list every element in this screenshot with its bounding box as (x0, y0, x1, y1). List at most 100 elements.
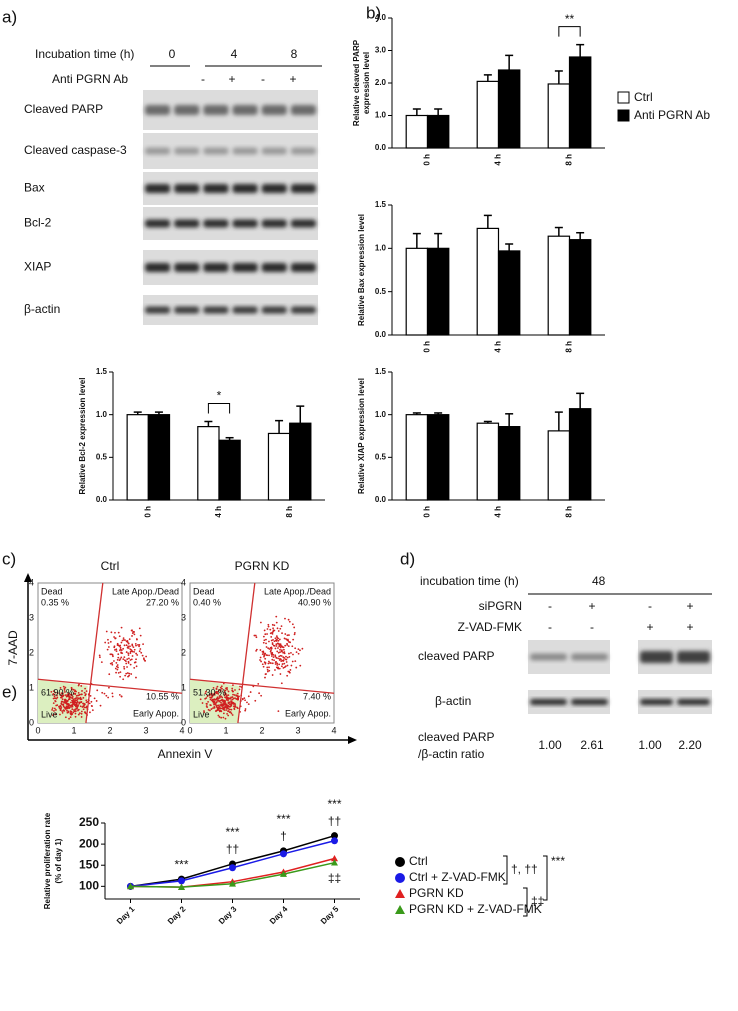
event-dot (115, 650, 118, 652)
event-dot (75, 702, 78, 704)
blot-band (640, 651, 673, 663)
event-dot (283, 662, 286, 665)
event-dot (220, 695, 222, 698)
x-tick-label: Day 5 (319, 904, 341, 926)
event-dot (222, 712, 225, 715)
event-dot (93, 697, 96, 700)
event-dot (231, 687, 234, 690)
event-dot (270, 647, 273, 650)
blot-band (203, 184, 229, 193)
event-dot (119, 646, 122, 649)
event-dot (217, 714, 220, 717)
event-dot (280, 665, 283, 668)
event-dot (210, 699, 213, 702)
event-dot (274, 663, 277, 665)
event-dot (231, 714, 234, 716)
event-dot (73, 690, 76, 693)
event-dot (255, 650, 257, 652)
event-dot (247, 703, 250, 706)
event-dot (215, 710, 217, 713)
event-dot (74, 697, 77, 700)
event-dot (219, 699, 222, 702)
label: 40.90 % (298, 597, 331, 607)
event-dot (60, 700, 63, 703)
event-dot (292, 638, 295, 641)
event-dot (51, 707, 54, 710)
y-tick-label: 3.0 (375, 46, 387, 55)
bar (405, 114, 429, 149)
event-dot (70, 701, 72, 704)
event-dot (230, 701, 233, 704)
event-dot (133, 633, 136, 636)
event-dot (67, 710, 70, 713)
header-label: Incubation time (h) (35, 47, 134, 61)
event-dot (230, 708, 233, 711)
event-dot (276, 662, 279, 665)
y-tick-label: 4 (29, 577, 34, 587)
event-dot (204, 692, 207, 695)
legend-swatch (617, 91, 630, 104)
event-dot (131, 655, 134, 657)
event-dot (288, 620, 291, 623)
event-dot (264, 676, 266, 679)
event-dot (59, 708, 62, 711)
time-label: 8 (291, 47, 298, 61)
event-dot (133, 666, 136, 669)
event-dot (258, 692, 261, 695)
event-dot (125, 651, 128, 653)
sign: + (588, 599, 595, 613)
event-dot (66, 709, 68, 712)
event-dot (62, 694, 65, 697)
event-dot (273, 624, 276, 627)
event-dot (117, 666, 119, 669)
event-dot (111, 654, 114, 656)
legend-swatch (617, 109, 630, 122)
x-tick-label: 8 h (565, 341, 574, 353)
event-dot (69, 716, 72, 719)
event-dot (68, 717, 70, 720)
blot-band (530, 699, 567, 705)
bar (405, 247, 429, 336)
x-tick-label: 8 h (565, 506, 574, 518)
event-dot (277, 651, 280, 654)
event-dot (274, 639, 277, 642)
event-dot (119, 644, 122, 647)
x-tick-label: Day 4 (268, 904, 290, 926)
event-dot (212, 686, 215, 689)
event-dot (112, 655, 114, 658)
marker (127, 882, 134, 890)
event-dot (224, 717, 227, 720)
y-tick-label: 1.0 (375, 243, 387, 252)
event-dot (56, 692, 59, 695)
event-dot (297, 652, 300, 655)
quadrant-line (85, 582, 104, 724)
event-dot (227, 714, 230, 717)
event-dot (90, 700, 93, 703)
sign: - (648, 599, 652, 613)
bar (476, 80, 500, 149)
annotation: *** (174, 857, 188, 871)
event-dot (230, 696, 232, 699)
blot-band (145, 263, 171, 272)
event-dot (260, 694, 263, 697)
y-axis-label: Relative Bax expression level (357, 214, 366, 326)
event-dot (269, 632, 272, 635)
event-dot (216, 690, 219, 693)
event-dot (288, 652, 290, 655)
bar (497, 250, 521, 336)
event-dot (60, 706, 63, 708)
event-dot (64, 686, 67, 689)
blot-band (174, 147, 200, 155)
event-dot (284, 658, 287, 661)
y-tick-label: 1.5 (375, 367, 387, 376)
event-dot (216, 696, 219, 699)
event-dot (246, 701, 248, 704)
event-dot (60, 692, 63, 695)
event-dot (291, 645, 294, 648)
blot-band (174, 105, 200, 115)
event-dot (73, 698, 75, 700)
event-dot (227, 699, 229, 702)
event-dot (277, 637, 280, 640)
event-dot (205, 702, 208, 705)
